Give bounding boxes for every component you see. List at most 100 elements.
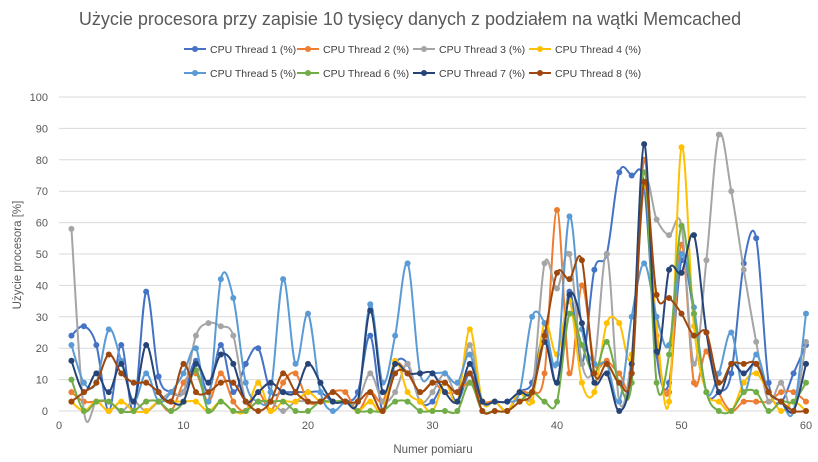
data-point <box>217 351 224 358</box>
data-point <box>441 389 448 396</box>
data-point <box>367 408 374 414</box>
data-point <box>93 398 100 405</box>
data-point <box>740 360 747 367</box>
data-point <box>616 370 623 377</box>
data-point <box>342 389 349 396</box>
series-layer <box>68 131 809 423</box>
legend-item: CPU Thread 1 (%) <box>184 44 296 56</box>
data-point <box>466 351 473 358</box>
series-line <box>70 179 807 415</box>
data-point <box>554 285 560 292</box>
data-point <box>603 338 610 345</box>
data-point <box>803 408 809 414</box>
data-point <box>578 282 585 289</box>
data-point <box>778 379 785 386</box>
legend-item: CPU Thread 4 (%) <box>529 44 641 56</box>
data-point <box>267 408 274 414</box>
data-point <box>566 310 573 317</box>
data-point <box>429 408 436 414</box>
data-point <box>180 389 187 396</box>
data-point <box>703 257 710 264</box>
chart-title: Użycie procesora przy zapisie 10 tysięcy… <box>79 9 741 29</box>
data-point <box>68 398 75 405</box>
data-point <box>192 389 199 396</box>
data-point <box>367 389 374 396</box>
legend-label: CPU Thread 5 (%) <box>210 68 296 80</box>
legend-item: CPU Thread 5 (%) <box>184 68 296 80</box>
data-point <box>317 398 324 405</box>
legend-item: CPU Thread 7 (%) <box>413 68 525 80</box>
data-point <box>778 389 785 396</box>
legend-item: CPU Thread 6 (%) <box>297 68 409 80</box>
data-point <box>192 345 199 352</box>
data-point <box>192 398 199 405</box>
data-point <box>242 360 249 367</box>
legend-label: CPU Thread 8 (%) <box>555 68 641 80</box>
data-point <box>554 398 560 405</box>
data-point <box>429 379 436 386</box>
data-point <box>192 332 199 339</box>
data-point <box>105 326 112 333</box>
data-point <box>242 398 249 405</box>
data-point <box>354 398 361 405</box>
data-point <box>217 323 224 330</box>
data-point <box>292 408 299 414</box>
legend-marker <box>537 46 543 52</box>
data-point <box>267 398 274 405</box>
data-point <box>143 379 150 386</box>
data-point <box>529 313 536 320</box>
data-point <box>566 276 573 283</box>
data-point <box>653 291 660 298</box>
data-point <box>68 376 75 383</box>
data-point <box>765 379 772 386</box>
data-point <box>217 370 224 377</box>
data-point <box>68 389 75 396</box>
data-point <box>317 379 324 386</box>
data-point <box>367 370 374 377</box>
data-point <box>305 310 311 317</box>
data-point <box>105 408 112 414</box>
legend-marker <box>305 46 311 52</box>
data-point <box>541 332 548 339</box>
data-point <box>666 398 673 405</box>
x-tick-label: 50 <box>675 420 687 432</box>
data-point <box>118 342 125 349</box>
y-tick-label: 50 <box>36 249 48 261</box>
data-point <box>466 326 473 333</box>
data-point <box>80 389 87 396</box>
data-point <box>715 389 722 396</box>
data-point <box>93 379 100 386</box>
legend-label: CPU Thread 6 (%) <box>323 68 409 80</box>
data-point <box>578 342 585 349</box>
y-tick-label: 0 <box>42 406 48 418</box>
data-point <box>529 398 536 405</box>
data-point <box>653 379 660 386</box>
data-point <box>392 332 399 339</box>
data-point <box>417 398 424 405</box>
x-axis-ticks: 0 10 20 30 40 50 60 <box>56 420 812 432</box>
data-point <box>753 370 760 377</box>
data-point <box>404 370 411 377</box>
data-point <box>603 370 610 377</box>
data-point <box>168 389 175 396</box>
data-point <box>217 398 224 405</box>
y-tick-label: 90 <box>36 123 48 135</box>
data-point <box>267 379 274 386</box>
data-point <box>653 313 660 320</box>
data-point <box>205 398 212 405</box>
data-point <box>417 389 424 396</box>
series-1 <box>68 166 809 414</box>
data-point <box>753 389 760 396</box>
data-point <box>591 266 598 273</box>
data-point <box>230 360 237 367</box>
data-point <box>417 408 424 414</box>
data-point <box>379 408 386 414</box>
data-point <box>68 357 75 364</box>
data-point <box>578 320 585 327</box>
data-point <box>230 379 237 386</box>
data-point <box>280 408 287 414</box>
data-point <box>404 398 411 405</box>
data-point <box>168 398 175 405</box>
data-point <box>267 389 274 396</box>
data-point <box>740 398 747 405</box>
